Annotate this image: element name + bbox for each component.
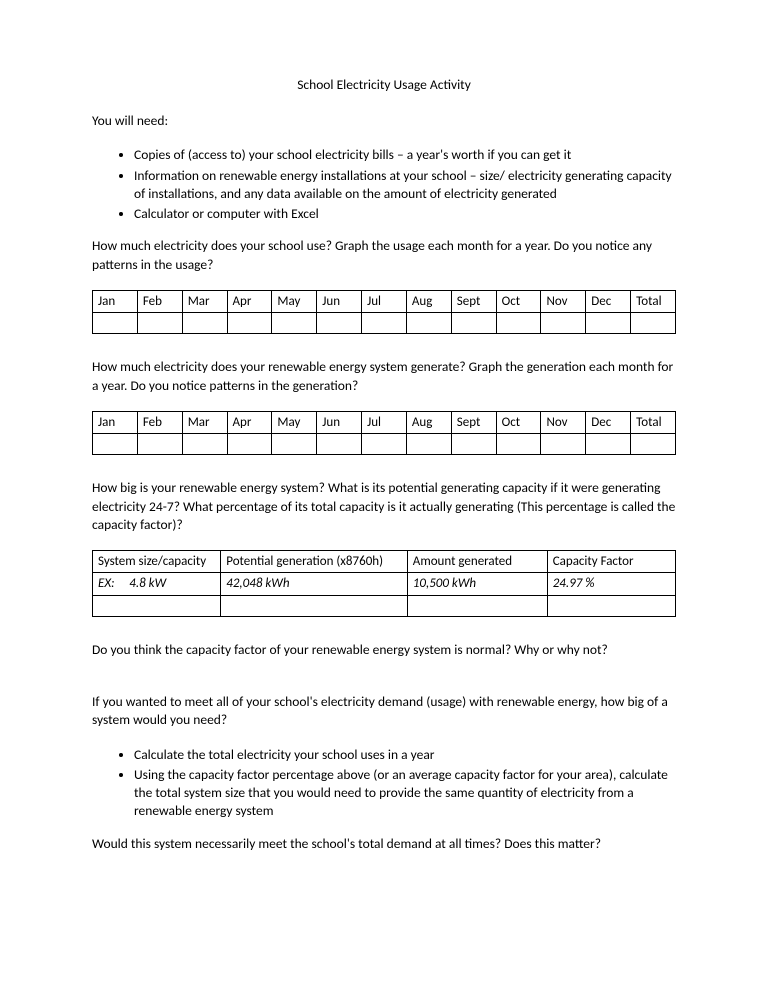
table-cell — [406, 434, 451, 455]
capacity-header: Amount generated — [407, 550, 547, 573]
table-cell — [93, 313, 138, 334]
table-cell — [317, 313, 362, 334]
table-cell — [496, 313, 541, 334]
question-3: How big is your renewable energy system?… — [92, 479, 676, 534]
table-cell: 10,500 kWh — [407, 573, 547, 596]
table-cell — [137, 434, 182, 455]
month-header: Jul — [362, 290, 407, 313]
question-2: How much electricity does your renewable… — [92, 358, 676, 394]
month-header: Total — [631, 411, 676, 434]
table-cell — [93, 596, 221, 617]
example-size: 4.8 kW — [129, 576, 166, 591]
table-cell — [541, 434, 586, 455]
month-header: May — [272, 411, 317, 434]
question-6: Would this system necessarily meet the s… — [92, 835, 676, 853]
table-cell — [631, 313, 676, 334]
list-item: Calculate the total electricity your sch… — [134, 746, 676, 764]
table-cell — [451, 313, 496, 334]
intro-text: You will need: — [92, 112, 676, 130]
list-item: Calculator or computer with Excel — [134, 205, 676, 223]
month-header: Total — [631, 290, 676, 313]
usage-table: Jan Feb Mar Apr May Jun Jul Aug Sept Oct… — [92, 290, 676, 335]
month-header: Sept — [451, 411, 496, 434]
table-cell — [93, 434, 138, 455]
month-header: Feb — [137, 411, 182, 434]
month-header: Nov — [541, 290, 586, 313]
month-header: Aug — [406, 411, 451, 434]
list-item: Using the capacity factor percentage abo… — [134, 766, 676, 821]
month-header: Jan — [93, 411, 138, 434]
table-cell — [227, 313, 272, 334]
table-cell — [586, 313, 631, 334]
month-header: Dec — [586, 290, 631, 313]
month-header: Apr — [227, 411, 272, 434]
table-row: Jan Feb Mar Apr May Jun Jul Aug Sept Oct… — [93, 411, 676, 434]
table-row: System size/capacity Potential generatio… — [93, 550, 676, 573]
month-header: Jan — [93, 290, 138, 313]
table-cell — [496, 434, 541, 455]
list-item: Copies of (access to) your school electr… — [134, 146, 676, 164]
table-cell — [547, 596, 675, 617]
question-5: If you wanted to meet all of your school… — [92, 693, 676, 729]
table-cell — [137, 313, 182, 334]
month-header: Oct — [496, 411, 541, 434]
capacity-header: Potential generation (x8760h) — [221, 550, 408, 573]
month-header: Jun — [317, 290, 362, 313]
table-row — [93, 434, 676, 455]
table-row — [93, 596, 676, 617]
list-item: Information on renewable energy installa… — [134, 167, 676, 203]
example-label: EX: — [98, 576, 115, 591]
document-page: School Electricity Usage Activity You wi… — [0, 0, 768, 929]
month-header: Mar — [182, 411, 227, 434]
page-title: School Electricity Usage Activity — [92, 76, 676, 94]
table-cell — [406, 313, 451, 334]
month-header: Dec — [586, 411, 631, 434]
capacity-header: Capacity Factor — [547, 550, 675, 573]
month-header: Oct — [496, 290, 541, 313]
materials-list: Copies of (access to) your school electr… — [92, 146, 676, 223]
table-cell — [227, 434, 272, 455]
question-4: Do you think the capacity factor of your… — [92, 641, 676, 659]
table-cell — [362, 313, 407, 334]
table-cell — [451, 434, 496, 455]
table-row: EX: 4.8 kW 42,048 kWh 10,500 kWh 24.97 % — [93, 573, 676, 596]
month-header: Apr — [227, 290, 272, 313]
month-header: Nov — [541, 411, 586, 434]
table-cell — [272, 313, 317, 334]
calculation-list: Calculate the total electricity your sch… — [92, 746, 676, 821]
table-cell — [221, 596, 408, 617]
table-cell — [407, 596, 547, 617]
table-cell: 24.97 % — [547, 573, 675, 596]
table-cell — [631, 434, 676, 455]
month-header: Mar — [182, 290, 227, 313]
generation-table: Jan Feb Mar Apr May Jun Jul Aug Sept Oct… — [92, 411, 676, 456]
table-cell — [586, 434, 631, 455]
table-cell — [362, 434, 407, 455]
capacity-header: System size/capacity — [93, 550, 221, 573]
month-header: Jul — [362, 411, 407, 434]
table-cell — [272, 434, 317, 455]
capacity-table: System size/capacity Potential generatio… — [92, 550, 676, 617]
month-header: May — [272, 290, 317, 313]
table-cell — [182, 313, 227, 334]
table-cell — [541, 313, 586, 334]
table-row — [93, 313, 676, 334]
table-cell: 42,048 kWh — [221, 573, 408, 596]
table-cell — [317, 434, 362, 455]
month-header: Aug — [406, 290, 451, 313]
month-header: Feb — [137, 290, 182, 313]
table-row: Jan Feb Mar Apr May Jun Jul Aug Sept Oct… — [93, 290, 676, 313]
month-header: Jun — [317, 411, 362, 434]
month-header: Sept — [451, 290, 496, 313]
table-cell — [182, 434, 227, 455]
question-1: How much electricity does your school us… — [92, 237, 676, 273]
table-cell: EX: 4.8 kW — [93, 573, 221, 596]
